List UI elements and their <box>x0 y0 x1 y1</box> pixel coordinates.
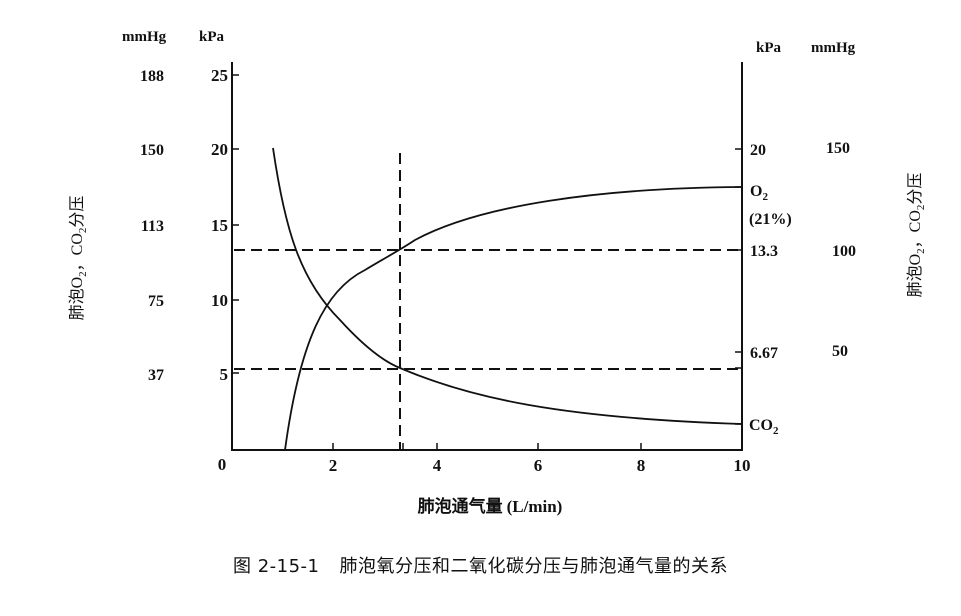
svg-text:25: 25 <box>211 66 228 85</box>
x-tick-labels: 2 4 6 8 10 <box>329 456 751 475</box>
svg-text:4: 4 <box>433 456 442 475</box>
right-mmhg-unit: mmHg <box>811 40 856 56</box>
svg-text:150: 150 <box>140 142 164 159</box>
left-y-axis-label: 肺泡O2，CO2分压 <box>68 196 89 321</box>
svg-text:10: 10 <box>211 291 228 310</box>
left-mmhg-unit: mmHg <box>122 29 167 45</box>
left-ticks <box>232 74 239 374</box>
svg-text:2: 2 <box>329 456 338 475</box>
left-mmhg-labels: 188 150 113 75 37 <box>140 68 164 384</box>
o2-series-label: O2 <box>750 183 768 203</box>
x-ticks <box>332 443 642 450</box>
svg-text:50: 50 <box>832 343 848 360</box>
svg-text:15: 15 <box>211 216 228 235</box>
svg-text:肺泡O2，CO2分压: 肺泡O2，CO2分压 <box>68 196 89 321</box>
svg-text:20: 20 <box>750 142 766 159</box>
svg-text:37: 37 <box>148 367 164 384</box>
svg-text:6: 6 <box>534 456 543 475</box>
x-axis-title: 肺泡通气量 (L/min) <box>418 496 563 517</box>
svg-text:13.3: 13.3 <box>750 243 778 260</box>
svg-text:20: 20 <box>211 140 228 159</box>
origin-label: 0 <box>218 455 227 474</box>
caption-text: 肺泡氧分压和二氧化碳分压与肺泡通气量的关系 <box>339 556 729 577</box>
svg-text:75: 75 <box>148 293 164 310</box>
figure-caption: 图 2-15-1 肺泡氧分压和二氧化碳分压与肺泡通气量的关系 <box>0 552 961 578</box>
svg-text:6.67: 6.67 <box>750 345 778 362</box>
right-ticks <box>735 148 742 425</box>
caption-number: 图 2-15-1 <box>232 556 320 577</box>
svg-text:113: 113 <box>141 218 164 235</box>
o2-percent-label: (21%) <box>749 211 792 228</box>
o2-curve <box>284 186 743 451</box>
right-kpa-labels: 20 13.3 6.67 <box>750 142 778 362</box>
svg-text:5: 5 <box>220 365 229 384</box>
svg-text:150: 150 <box>826 140 850 157</box>
reference-lines <box>234 153 742 450</box>
svg-text:10: 10 <box>734 456 751 475</box>
svg-text:188: 188 <box>140 68 164 85</box>
right-y-axis-label: 肺泡O2，CO2分压 <box>906 173 927 298</box>
left-kpa-labels: 25 20 15 10 5 <box>211 66 228 384</box>
svg-text:肺泡O2，CO2分压: 肺泡O2，CO2分压 <box>906 173 927 298</box>
svg-text:100: 100 <box>832 243 856 260</box>
co2-curve <box>272 147 743 425</box>
svg-text:8: 8 <box>637 456 646 475</box>
co2-series-label: CO2 <box>749 417 779 437</box>
left-kpa-unit: kPa <box>199 29 225 45</box>
right-kpa-unit: kPa <box>756 40 782 56</box>
right-mmhg-labels: 150 100 50 <box>826 140 856 360</box>
